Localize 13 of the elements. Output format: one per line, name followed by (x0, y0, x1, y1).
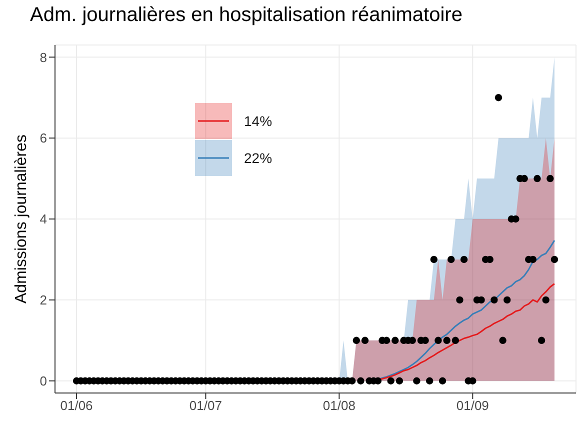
x-tick-label: 01/09 (456, 398, 489, 414)
x-tick-label: 01/07 (189, 398, 222, 414)
y-tick-label: 6 (40, 130, 47, 146)
x-tick-label: 01/06 (60, 398, 93, 414)
y-tick-label: 4 (40, 212, 47, 227)
y-tick-label: 8 (40, 50, 47, 65)
y-tick-label: 0 (40, 373, 47, 388)
y-axis-title: Admissions journalières (13, 134, 31, 304)
legend-label: 14% (244, 112, 272, 128)
x-tick-label: 01/08 (322, 398, 356, 414)
y-tick-label: 2 (40, 292, 47, 308)
legend-label: 22% (244, 150, 272, 166)
chart-title: Adm. journalières en hospitalisation réanimatoire (30, 4, 462, 27)
